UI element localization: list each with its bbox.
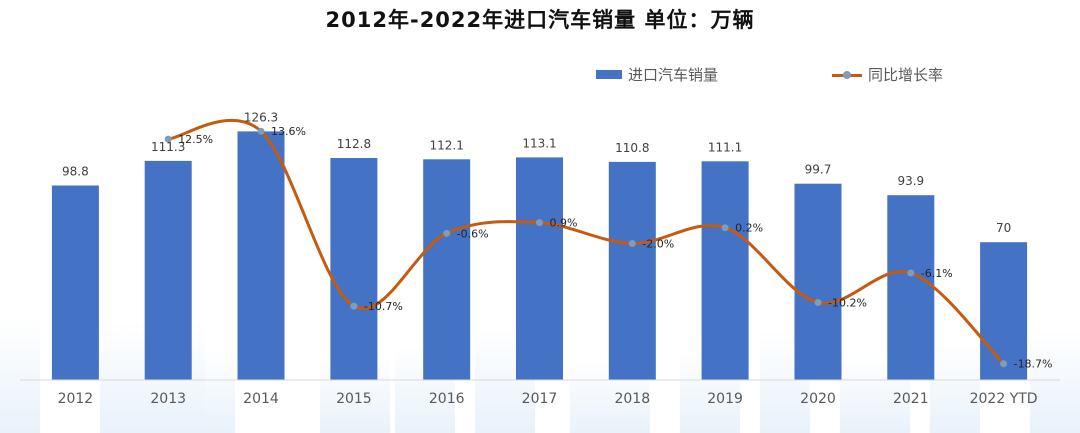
growth-rate-point (721, 224, 729, 232)
growth-rate-point (443, 229, 451, 237)
bar-value-label: 113.1 (522, 136, 556, 150)
growth-rate-label: -2.0% (642, 238, 674, 251)
bar-2017 (516, 157, 563, 380)
growth-rate-line (167, 118, 1005, 365)
legend-bar-swatch (596, 70, 622, 79)
growth-rate-label: -10.7% (364, 300, 403, 313)
legend-label-growth: 同比增长率 (868, 66, 944, 84)
bar-value-label: 111.1 (708, 140, 742, 154)
bar-2021 (887, 195, 935, 380)
bar-2012 (51, 185, 99, 380)
bar-value-label: 111.3 (151, 140, 185, 154)
x-tick-label: 2016 (429, 391, 465, 407)
legend-line-swatch (832, 69, 862, 81)
growth-rate-point (1000, 360, 1008, 368)
growth-rate-point (628, 240, 636, 247)
growth-rate-point (257, 127, 265, 135)
bar-value-label: 93.9 (897, 174, 924, 188)
growth-rate-point (907, 269, 915, 277)
bar-value-label: 70 (996, 221, 1011, 235)
x-tick-label: 2022 YTD (970, 391, 1038, 407)
growth-rate-label: 12.5% (178, 133, 213, 146)
growth-rate-label: -6.1% (921, 267, 953, 280)
growth-rate-label: -0.6% (457, 227, 489, 240)
growth-rate-point (814, 299, 822, 306)
x-tick-label: 2014 (243, 391, 279, 407)
growth-rate-label: 0.2% (735, 222, 763, 235)
growth-rate-point (536, 219, 543, 227)
bar-value-label: 112.8 (337, 137, 371, 151)
growth-rate-point (164, 135, 172, 143)
bar-2019 (701, 161, 749, 380)
chart-title: 2012年-2022年进口汽车销量 单位：万辆 (325, 8, 755, 32)
bar-2020 (794, 183, 842, 380)
legend-item-sales: 进口汽车销量 (596, 64, 718, 85)
growth-rate-label: -18.7% (1014, 358, 1053, 371)
bar-2013 (144, 160, 192, 380)
bar-2014 (237, 131, 285, 380)
bar-2016 (423, 159, 471, 380)
growth-rate-label: 0.9% (550, 217, 578, 230)
x-tick-label: 2018 (614, 391, 650, 407)
growth-rate-label: -10.2% (828, 297, 867, 310)
legend-label-sales: 进口汽车销量 (628, 66, 719, 84)
growth-rate-label: 13.6% (271, 125, 306, 138)
x-tick-label: 2019 (707, 391, 743, 407)
bar-value-label: 110.8 (615, 141, 649, 155)
bar-2022-ytd (980, 242, 1028, 380)
x-tick-label: 2015 (336, 391, 372, 407)
legend-item-growth: 同比增长率 (832, 64, 943, 85)
x-tick-label: 2021 (893, 391, 929, 407)
x-tick-label: 2013 (150, 391, 186, 407)
growth-rate-point (350, 302, 358, 310)
bar-2018 (608, 161, 656, 380)
bar-value-label: 98.8 (62, 165, 89, 179)
bar-value-label: 126.3 (244, 110, 278, 124)
x-tick-label: 2020 (800, 391, 836, 407)
x-tick-label: 2012 (58, 391, 94, 407)
bar-2015 (330, 158, 378, 380)
bar-value-label: 99.7 (805, 163, 832, 177)
x-tick-label: 2017 (522, 391, 558, 407)
bar-value-label: 112.1 (430, 138, 464, 152)
